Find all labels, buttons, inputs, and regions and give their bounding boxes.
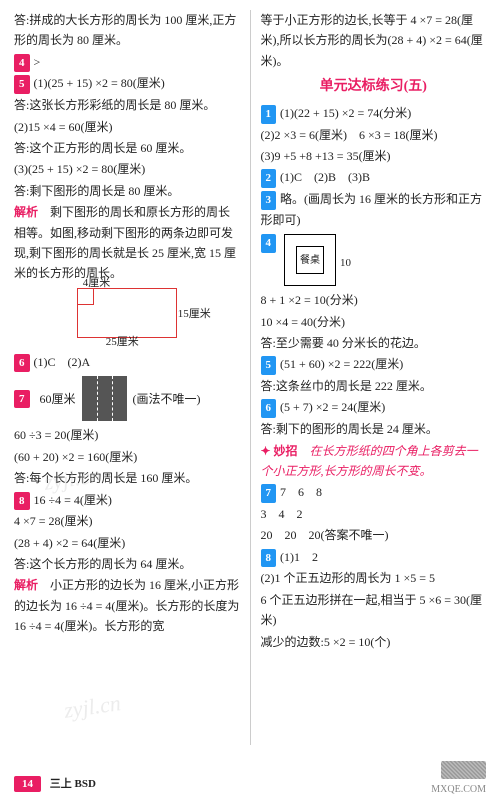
problem-text: 略。(画周长为 16 厘米的长方形和正方形即可) bbox=[261, 192, 483, 227]
problem-line: 5 (1)(25 + 15) ×2 = 80(厘米) bbox=[14, 73, 240, 94]
problem-number: 7 bbox=[14, 390, 30, 409]
dim-top: 4厘米 bbox=[83, 274, 111, 293]
problem-number: 1 bbox=[261, 105, 277, 124]
calc-text: (2)1 个正五边形的周长为 1 ×5 = 5 bbox=[261, 568, 487, 588]
problem-text: (1)(25 + 15) ×2 = 80(厘米) bbox=[34, 76, 165, 90]
problem-number: 6 bbox=[261, 399, 277, 418]
section-title: 单元达标练习(五) bbox=[261, 75, 487, 99]
two-column-layout: 答:拼成的大长方形的周长为 100 厘米,正方形的周长为 80 厘米。 4> 5… bbox=[14, 10, 486, 745]
page-footer: 14 三上 BSD bbox=[14, 775, 486, 794]
problem-line: 3略。(画周长为 16 厘米的长方形和正方形即可) bbox=[261, 189, 487, 230]
calc-text: (2)2 ×3 = 6(厘米) 6 ×3 = 18(厘米) bbox=[261, 125, 487, 145]
calc-text: 10 ×4 = 40(分米) bbox=[261, 312, 487, 332]
answer-text: 答:至少需要 40 分米长的花边。 bbox=[261, 333, 487, 353]
problem-line: 8 16 ÷4 = 4(厘米) bbox=[14, 490, 240, 511]
analysis-label: 解析 bbox=[14, 205, 38, 219]
problem-line: 5(51 + 60) ×2 = 222(厘米) bbox=[261, 354, 487, 375]
calc-text: (2)15 ×4 = 60(厘米) bbox=[14, 117, 240, 137]
problem-number: 8 bbox=[261, 549, 277, 568]
answer-text: 答:剩下图形的周长是 80 厘米。 bbox=[14, 181, 240, 201]
left-column: 答:拼成的大长方形的周长为 100 厘米,正方形的周长为 80 厘米。 4> 5… bbox=[14, 10, 240, 745]
watermark: zyjl.cn bbox=[62, 684, 123, 729]
calc-text: (3)9 +5 +8 +13 = 35(厘米) bbox=[261, 146, 487, 166]
problem-line: 2(1)C (2)B (3)B bbox=[261, 167, 487, 188]
analysis-line: 解析 小正方形的边长为 16 厘米,小正方形的边长为 16 ÷4 = 4(厘米)… bbox=[14, 575, 240, 636]
analysis-text: 小正方形的边长为 16 厘米,小正方形的边长为 16 ÷4 = 4(厘米)。长方… bbox=[14, 578, 239, 633]
page-number: 14 bbox=[14, 776, 41, 792]
analysis-label: 解析 bbox=[14, 578, 38, 592]
problem-line: 6(5 + 7) ×2 = 24(厘米) bbox=[261, 397, 487, 418]
answer-text: 答:这条丝巾的周长是 222 厘米。 bbox=[261, 376, 487, 396]
footer-left: 14 三上 BSD bbox=[14, 775, 96, 794]
answer-text: 答:这张长方形彩纸的周长是 80 厘米。 bbox=[14, 95, 240, 115]
answer-text: 答:这个正方形的周长是 60 厘米。 bbox=[14, 138, 240, 158]
calc-text: 减少的边数:5 ×2 = 10(个) bbox=[261, 632, 487, 652]
tip-line: ✦ 妙招 在长方形纸的四个角上各剪去一个小正方形,长方形的周长不变。 bbox=[261, 441, 487, 482]
problem-text: (1)1 2 bbox=[280, 550, 318, 564]
data-row: 3 4 2 bbox=[261, 504, 487, 524]
divided-square bbox=[82, 376, 127, 421]
problem-number: 8 bbox=[14, 492, 30, 511]
problem-number: 7 bbox=[261, 484, 277, 503]
problem-text: (5 + 7) ×2 = 24(厘米) bbox=[280, 400, 385, 414]
problem-number: 2 bbox=[261, 169, 277, 188]
problem-number: 4 bbox=[14, 54, 30, 73]
data-row: 20 20 20(答案不唯一) bbox=[261, 525, 487, 545]
problem-number: 4 bbox=[261, 234, 277, 253]
right-column: 等于小正方形的边长,长等于 4 ×7 = 28(厘米),所以长方形的周长为(28… bbox=[261, 10, 487, 745]
problem-text: (1)C (2)A bbox=[34, 355, 91, 369]
problem-number: 5 bbox=[14, 75, 30, 94]
continuation-text: 等于小正方形的边长,长等于 4 ×7 = 28(厘米),所以长方形的周长为(28… bbox=[261, 10, 487, 71]
problem-text: (1)C (2)B (3)B bbox=[280, 170, 370, 184]
problem-line: 8(1)1 2 bbox=[261, 547, 487, 568]
answer-text: 答:这个长方形的周长为 64 厘米。 bbox=[14, 554, 240, 574]
square-figure-row: 7 60厘米 (画法不唯一) bbox=[14, 376, 240, 421]
problem-text: (1)(22 + 15) ×2 = 74(分米) bbox=[280, 106, 411, 120]
calc-text: 4 ×7 = 28(厘米) bbox=[14, 511, 240, 531]
problem-line: 6 (1)C (2)A bbox=[14, 352, 240, 373]
problem-line: 1(1)(22 + 15) ×2 = 74(分米) bbox=[261, 103, 487, 124]
table-figure-row: 4 餐桌 10 bbox=[261, 234, 487, 286]
qr-icon bbox=[441, 761, 486, 779]
calc-text: 6 个正五边形拼在一起,相当于 5 ×6 = 30(厘米) bbox=[261, 590, 487, 631]
answer-text: 答:剩下的图形的周长是 24 厘米。 bbox=[261, 419, 487, 439]
problem-line: 77 6 8 bbox=[261, 482, 487, 503]
rectangle-figure: 4厘米 15厘米 25厘米 bbox=[77, 288, 177, 338]
dim-left: 60厘米 bbox=[40, 389, 76, 409]
analysis-line: 解析 剩下图形的周长和原长方形的周长相等。如图,移动剩下图形的两条边即可发现,剩… bbox=[14, 202, 240, 284]
dim-text: 10 bbox=[340, 254, 351, 273]
calc-text: (60 + 20) ×2 = 160(厘米) bbox=[14, 447, 240, 467]
tip-label: ✦ 妙招 bbox=[261, 444, 298, 458]
outer-box: 餐桌 bbox=[284, 234, 336, 286]
inner-box: 餐桌 bbox=[296, 246, 324, 274]
problem-number: 6 bbox=[14, 354, 30, 373]
calc-text: (28 + 4) ×2 = 64(厘米) bbox=[14, 533, 240, 553]
dim-right: 15厘米 bbox=[178, 305, 211, 324]
problem-text: 7 6 8 bbox=[280, 485, 322, 499]
dim-bottom: 25厘米 bbox=[106, 333, 139, 352]
analysis-text: 剩下图形的周长和原长方形的周长相等。如图,移动剩下图形的两条边即可发现,剩下图形… bbox=[14, 205, 236, 280]
calc-text: (3)(25 + 15) ×2 = 80(厘米) bbox=[14, 159, 240, 179]
answer-text: 答:拼成的大长方形的周长为 100 厘米,正方形的周长为 80 厘米。 bbox=[14, 10, 240, 51]
qr-text: MXQE.COM bbox=[431, 784, 486, 795]
problem-line: 4> bbox=[14, 52, 240, 73]
problem-number: 5 bbox=[261, 356, 277, 375]
column-separator bbox=[250, 10, 251, 745]
note-text: (画法不唯一) bbox=[133, 389, 201, 409]
footer-text: 三上 BSD bbox=[50, 778, 96, 790]
qr-badge: MXQE.COM bbox=[431, 761, 486, 798]
problem-number: 3 bbox=[261, 191, 277, 210]
problem-text: (51 + 60) ×2 = 222(厘米) bbox=[280, 357, 403, 371]
calc-text: 8 + 1 ×2 = 10(分米) bbox=[261, 290, 487, 310]
problem-text: > bbox=[34, 55, 41, 69]
answer-text: 答:每个长方形的周长是 160 厘米。 bbox=[14, 468, 240, 488]
problem-text: 16 ÷4 = 4(厘米) bbox=[34, 493, 112, 507]
calc-text: 60 ÷3 = 20(厘米) bbox=[14, 425, 240, 445]
